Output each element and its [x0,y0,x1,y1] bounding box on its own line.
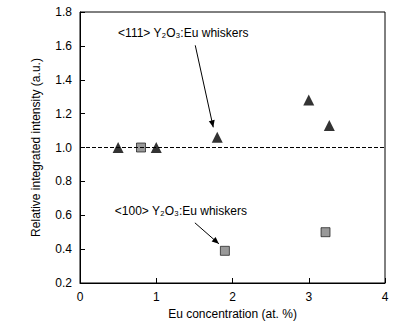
svg-text:Eu concentration (at. %): Eu concentration (at. %) [168,307,297,321]
svg-text:0.2: 0.2 [55,276,72,290]
svg-text:0.4: 0.4 [55,242,72,256]
svg-text:3: 3 [305,290,312,304]
svg-text:1.8: 1.8 [55,5,72,19]
svg-text:1.6: 1.6 [55,39,72,53]
svg-text:2: 2 [229,290,236,304]
svg-text:0.6: 0.6 [55,208,72,222]
svg-text:1.4: 1.4 [55,73,72,87]
svg-text:Relative integrated intensity: Relative integrated intensity (a.u.) [29,58,43,237]
svg-text:0: 0 [77,290,84,304]
svg-text:1.2: 1.2 [55,107,72,121]
svg-text:0.8: 0.8 [55,174,72,188]
svg-text:<111> Y₂O₃:Eu whiskers: <111> Y₂O₃:Eu whiskers [118,26,248,40]
svg-text:1.0: 1.0 [55,141,72,155]
svg-text:<100> Y₂O₃:Eu whiskers: <100> Y₂O₃:Eu whiskers [115,204,247,218]
svg-text:1: 1 [153,290,160,304]
svg-text:4: 4 [382,290,389,304]
